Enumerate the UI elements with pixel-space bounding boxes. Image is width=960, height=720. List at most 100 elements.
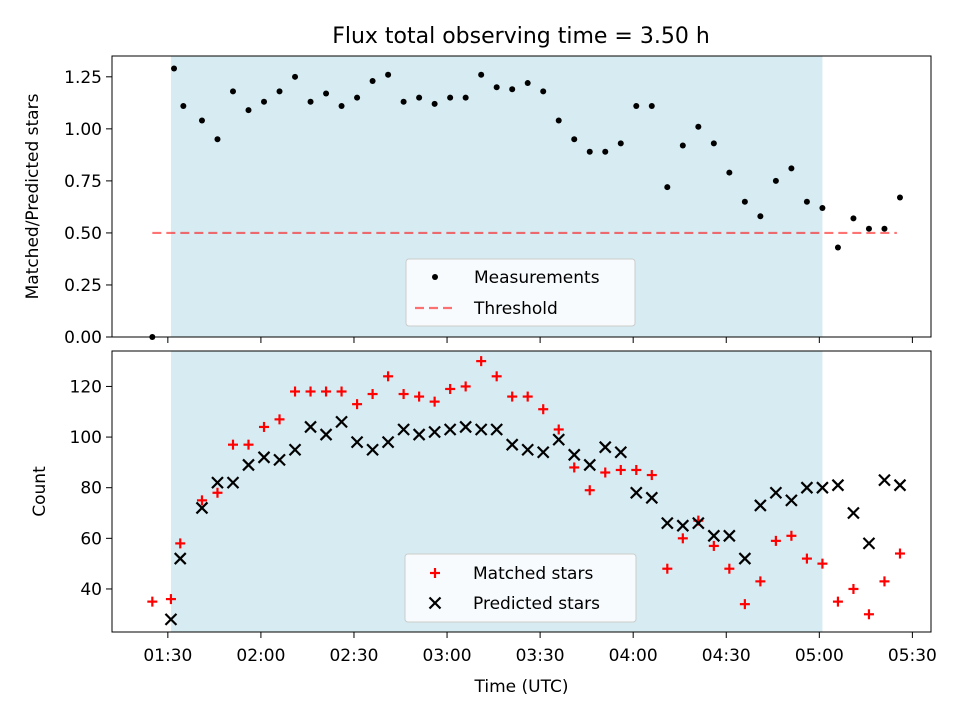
matched-star-point	[290, 386, 301, 397]
matched-star-point	[724, 563, 735, 574]
counts-panel: 40 60 80 100 120 01:30 02:00 02:30 03:00 03:30 04…	[30, 350, 937, 697]
predicted-star-point	[692, 516, 705, 530]
predicted-star-point-b	[288, 443, 302, 457]
measurement-point	[726, 169, 733, 176]
predicted-star-point-b	[707, 529, 721, 543]
bottom-x-tick-label: 03:30	[516, 646, 565, 666]
measurement-point	[447, 94, 454, 101]
matched-star-point	[817, 558, 828, 569]
measurement-point	[710, 140, 717, 147]
measurement-point	[540, 88, 547, 95]
predicted-star-point	[350, 435, 364, 449]
predicted-star-point-b	[583, 458, 597, 472]
measurement-point	[850, 215, 857, 222]
x-axis-label: Time (UTC)	[474, 677, 569, 697]
predicted-star-point	[211, 476, 224, 489]
predicted-star-point-b	[893, 478, 907, 492]
predicted-star-point	[645, 491, 659, 505]
predicted-star-point-b	[785, 494, 798, 507]
predicted-star-point	[707, 529, 721, 543]
predicted-star-point-b	[319, 428, 333, 441]
predicted-star-point-b	[521, 443, 534, 457]
legend-measurements-label: Measurements	[474, 268, 600, 288]
matched-star-point	[367, 389, 378, 400]
predicted-star-point	[878, 473, 891, 487]
measurement-point	[307, 98, 314, 105]
top-y-tick-label: 1.25	[64, 68, 102, 88]
measurement-point	[788, 165, 795, 172]
legend-measurements-marker	[432, 274, 438, 280]
matched-star-point	[398, 389, 409, 400]
predicted-star-point	[847, 506, 860, 520]
predicted-star-point	[567, 448, 581, 462]
legend-cross	[428, 596, 442, 610]
measurement-point	[462, 94, 469, 101]
bottom-x-ticks: 01:30 02:00 02:30 03:00 03:30 04:00 04:30 05:00…	[143, 632, 937, 666]
predicted-star-point-b	[692, 516, 705, 530]
bottom-x-tick-label: 04:00	[609, 646, 658, 666]
predicted-star-point-b	[381, 435, 395, 449]
measurement-point	[586, 148, 593, 155]
matched-star-point	[786, 530, 797, 541]
legend-predicted-label: Predicted stars	[473, 594, 600, 614]
predicted-star-point	[583, 458, 597, 472]
predicted-star-point-b	[273, 453, 286, 467]
matched-star-point	[507, 391, 518, 402]
matched-star-point	[227, 439, 238, 450]
top-y-tick-label: 0.25	[64, 276, 102, 296]
predicted-star-point	[319, 428, 333, 441]
predicted-star-point-b	[443, 423, 457, 436]
measurement-point	[493, 84, 500, 91]
predicted-star-point-b	[645, 491, 659, 505]
matched-star-point	[615, 464, 626, 475]
measurement-point	[354, 94, 361, 101]
top-y-ticks: 0.00 0.25 0.50 0.75 1.00 1.25	[64, 68, 112, 348]
matched-star-point	[600, 467, 611, 478]
predicted-star-point	[459, 420, 472, 434]
measurement-point	[385, 71, 392, 78]
legend-dot	[432, 274, 438, 280]
bottom-y-ticks: 40 60 80 100 120	[70, 377, 112, 600]
predicted-star-point	[676, 519, 690, 532]
predicted-star-point-b	[536, 445, 550, 459]
predicted-star-point-b	[847, 506, 860, 520]
measurement-point	[555, 117, 562, 124]
predicted-star-point	[412, 428, 426, 441]
predicted-star-point-b	[614, 445, 628, 459]
matched-star-point	[755, 576, 766, 587]
matched-star-point	[321, 386, 332, 397]
predicted-star-point-b	[769, 486, 783, 500]
predicted-star-point-b	[350, 435, 364, 449]
predicted-star-point-b	[226, 476, 240, 489]
measurement-point	[431, 100, 438, 107]
bottom-legend-box	[404, 553, 637, 623]
measurement-point	[679, 142, 686, 149]
predicted-star-point	[381, 435, 395, 449]
predicted-star-point-b	[211, 476, 224, 489]
measurement-point	[400, 98, 407, 105]
predicted-star-point-b	[490, 423, 503, 436]
matched-star-point	[476, 356, 487, 367]
matched-star-point	[863, 609, 874, 620]
matched-star-point	[553, 424, 564, 435]
predicted-star-point-b	[242, 458, 255, 472]
matched-star-point	[662, 563, 673, 574]
measurement-point	[524, 80, 531, 87]
measurement-point	[695, 123, 702, 130]
measurement-point	[865, 225, 872, 232]
matched-star-point	[383, 371, 394, 382]
figure-title: Flux total observing time = 3.50 h	[332, 24, 710, 49]
predicted-star-point-b	[862, 537, 876, 550]
measurement-point	[664, 184, 671, 191]
predicted-star-point-b	[164, 613, 178, 626]
measurement-point	[369, 77, 376, 84]
legend-cross-b	[428, 596, 442, 610]
top-y-tick-label: 1.00	[64, 120, 102, 140]
predicted-star-point	[242, 458, 255, 472]
matched-star-point	[175, 538, 186, 549]
predicted-star-point-b	[552, 433, 566, 446]
measurement-point	[478, 71, 485, 78]
predicted-star-point-b	[816, 481, 829, 494]
predicted-star-point	[614, 445, 628, 459]
predicted-star-point	[630, 486, 643, 500]
